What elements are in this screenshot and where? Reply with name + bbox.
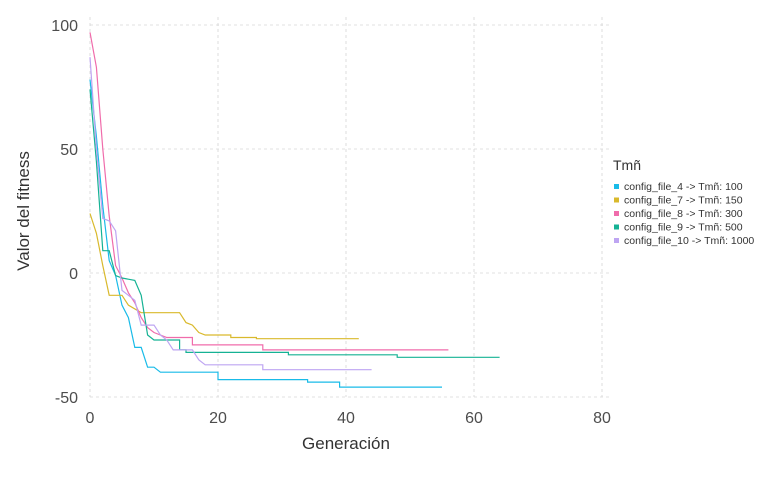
- series-line: [89, 57, 372, 371]
- series-line: [89, 89, 500, 358]
- axis-ticks: 0 20 40 60 80 -50 0 50 100: [51, 18, 611, 427]
- y-tick-label: 50: [60, 142, 78, 159]
- legend-label: config_file_9 -> Tmñ: 500: [624, 222, 743, 234]
- x-tick-label: 40: [337, 410, 355, 427]
- legend-swatch: [614, 211, 619, 216]
- x-tick-label: 80: [593, 410, 611, 427]
- x-tick-label: 0: [86, 410, 95, 427]
- legend: Tmñ config_file_4 -> Tmñ: 100config_file…: [613, 157, 754, 247]
- series-lines: [89, 32, 500, 388]
- series-line: [89, 79, 442, 388]
- x-axis-title: Generación: [302, 434, 390, 453]
- legend-label: config_file_10 -> Tmñ: 1000: [624, 235, 754, 247]
- legend-label: config_file_7 -> Tmñ: 150: [624, 195, 743, 207]
- y-axis-title: Valor del fitness: [14, 151, 33, 271]
- x-tick-label: 20: [209, 410, 227, 427]
- y-tick-label: 100: [51, 18, 78, 35]
- legend-items: config_file_4 -> Tmñ: 100 config_file_7 -…: [614, 181, 754, 247]
- legend-label: config_file_4 -> Tmñ: 100: [624, 181, 743, 193]
- series-line: [89, 32, 449, 351]
- legend-title: Tmñ: [613, 157, 641, 173]
- legend-label: config_file_8 -> Tmñ: 300: [624, 208, 743, 220]
- legend-swatch: [614, 238, 619, 243]
- legend-swatch: [614, 184, 619, 189]
- y-tick-label: -50: [55, 390, 78, 407]
- x-tick-label: 60: [465, 410, 483, 427]
- legend-swatch: [614, 197, 619, 203]
- legend-swatch: [614, 224, 619, 230]
- grid: [89, 17, 610, 398]
- series-line: [89, 213, 359, 340]
- y-tick-label: 0: [69, 266, 78, 283]
